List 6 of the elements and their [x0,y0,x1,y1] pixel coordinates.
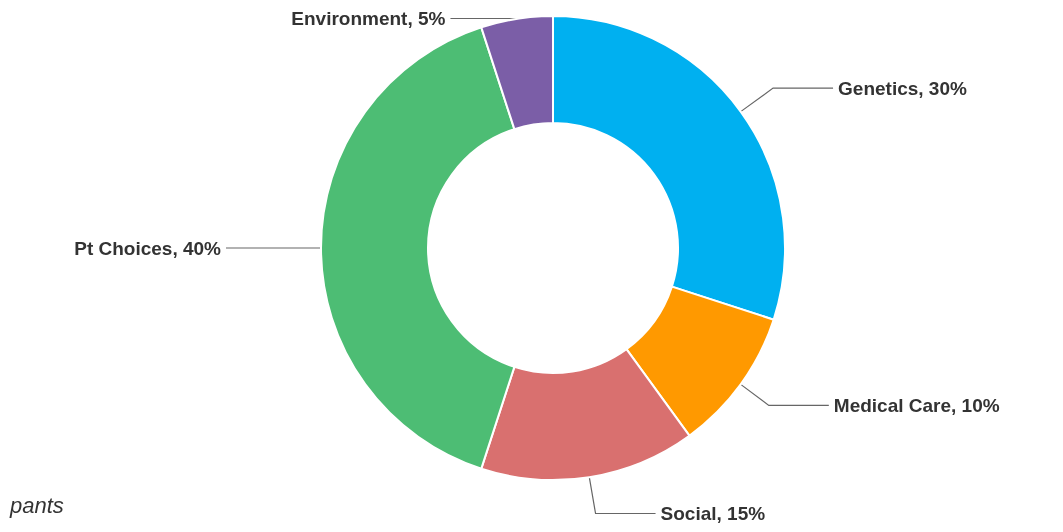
slice-label: Medical Care, 10% [833,394,1000,416]
text: pants [9,492,64,518]
slice-label: Genetics, 30% [838,77,967,99]
slice-label: Social, 15% [660,503,766,524]
slice-label: Environment, 5% [291,8,446,29]
slice-label: Pt Choices, 40% [74,237,222,259]
